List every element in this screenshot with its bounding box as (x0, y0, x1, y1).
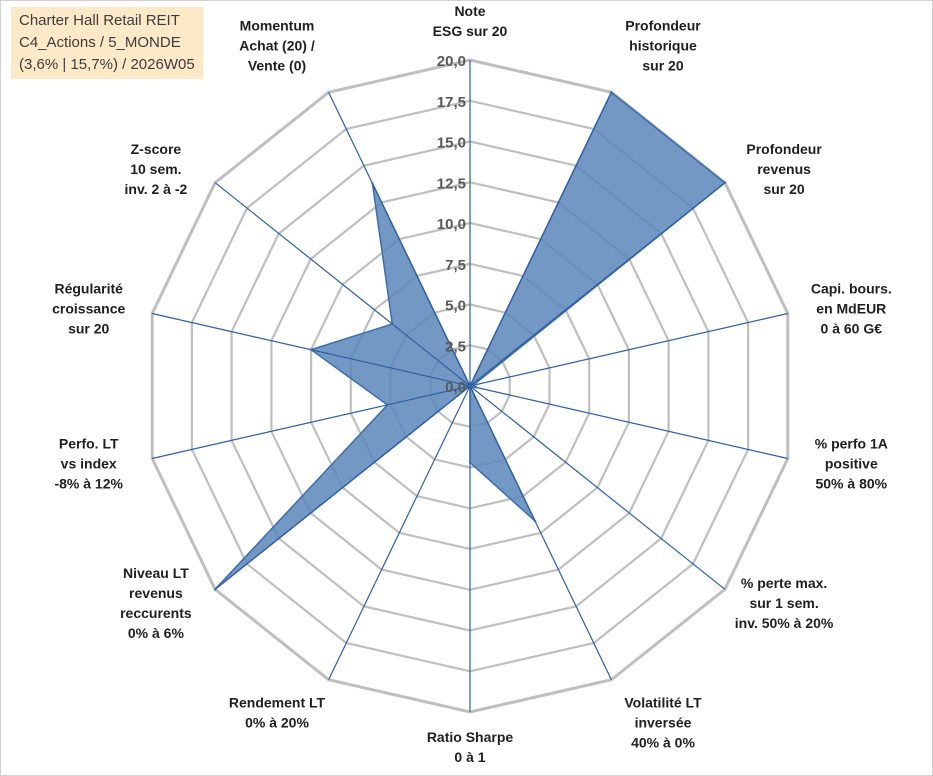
data-point-12 (391, 322, 394, 326)
axis-label-10-line-1: vs index (61, 455, 117, 471)
axis-label-6-line-2: 40% à 0% (631, 735, 695, 751)
axis-label-3-line-0: Capi. bours. (811, 281, 892, 297)
axis-label-12-line-0: Z-score (131, 141, 182, 157)
axis-label-4-line-2: 50% à 80% (815, 475, 887, 491)
axis-label-3-line-1: en MdEUR (816, 301, 886, 317)
axis-label-2-line-2: sur 20 (763, 181, 804, 197)
axis-label-8: Rendement LT 0% à 20% (229, 695, 326, 731)
tick-label-4: 10,0 (437, 216, 466, 233)
axis-label-12: Z-score 10 sem. inv. 2 à -2 (125, 141, 188, 197)
axis-spoke-9 (214, 385, 471, 590)
data-point-9 (213, 588, 217, 591)
tick-label-6: 15,0 (437, 135, 466, 152)
axis-label-2-line-0: Profondeur (746, 141, 822, 157)
axis-label-10-line-0: Perfo. LT (59, 435, 119, 451)
axis-spoke-12 (214, 182, 471, 387)
axis-spoke-8 (328, 385, 471, 680)
axis-label-7-line-0: Ratio Sharpe (427, 729, 514, 745)
tick-label-8: 20,0 (437, 53, 466, 70)
axis-spoke-2 (469, 182, 726, 387)
axis-label-0: Note ESG sur 20 (433, 3, 508, 39)
tick-label-1: 2,5 (445, 338, 466, 355)
axis-label-5: % perte max. sur 1 sem. inv. 50% à 20% (735, 575, 834, 631)
axis-label-10-line-2: -8% à 12% (54, 475, 123, 491)
axis-label-1: Profondeur historique sur 20 (625, 18, 701, 74)
data-point-3 (472, 384, 475, 387)
tick-label-5: 12,5 (437, 175, 466, 192)
axis-label-5-line-1: sur 1 sem. (749, 595, 818, 611)
data-point-2 (723, 181, 727, 184)
axis-label-0-line-1: ESG sur 20 (433, 23, 508, 39)
axis-label-10: Perfo. LT vs index -8% à 12% (54, 435, 123, 491)
axis-label-13-line-0: Momentum (240, 18, 315, 34)
tick-label-2: 5,0 (445, 298, 466, 315)
data-point-13 (371, 182, 374, 185)
axis-label-6: Volatilité LT inversée 40% à 0% (624, 695, 702, 751)
axis-label-4-line-1: positive (825, 455, 878, 471)
data-point-11 (309, 348, 313, 351)
axis-label-12-line-2: inv. 2 à -2 (125, 181, 188, 197)
axis-label-3-line-2: 0 à 60 G€ (821, 321, 883, 337)
axis-label-5-line-2: inv. 50% à 20% (735, 615, 834, 631)
data-point-10 (386, 403, 389, 407)
title-line-1: Charter Hall Retail REIT (19, 12, 180, 29)
axis-label-11: Régularité croissance sur 20 (52, 281, 125, 337)
axis-label-1-line-0: Profondeur (625, 18, 701, 34)
axis-label-6-line-1: inversée (635, 715, 692, 731)
axis-label-0-line-0: Note (454, 3, 485, 19)
axis-label-9-line-1: revenus (129, 585, 183, 601)
axis-spoke-1 (469, 92, 612, 387)
chart-title-box: Charter Hall Retail REIT C4_Actions / 5_… (11, 7, 203, 79)
axis-label-4-line-0: % perfo 1A (815, 435, 888, 451)
axis-spoke-10 (152, 385, 471, 460)
axis-spoke-3 (469, 312, 788, 387)
axis-label-8-line-1: 0% à 20% (245, 715, 309, 731)
title-line-2: C4_Actions / 5_MONDE (19, 34, 181, 51)
axis-label-1-line-1: historique (629, 38, 697, 54)
axis-label-6-line-0: Volatilité LT (624, 695, 702, 711)
data-point-7 (468, 461, 472, 464)
axis-label-12-line-1: 10 sem. (130, 161, 181, 177)
axis-label-4: % perfo 1A positive 50% à 80% (815, 435, 888, 491)
tick-label-7: 17,5 (437, 94, 466, 111)
axis-label-9-line-2: reccurents (120, 605, 192, 621)
data-point-8 (468, 384, 472, 388)
data-point-4 (475, 386, 478, 389)
title-line-3: (3,6% | 15,7%) / 2026W05 (19, 56, 195, 73)
axis-spoke-6 (469, 385, 612, 680)
data-point-1 (610, 91, 613, 94)
axis-label-8-line-0: Rendement LT (229, 695, 326, 711)
axis-label-2: Profondeur revenus sur 20 (746, 141, 822, 197)
axis-spoke-5 (469, 385, 726, 590)
tick-label-3: 7,5 (445, 257, 466, 274)
axis-spoke-4 (469, 385, 788, 460)
axis-label-13-line-1: Achat (20) / (239, 38, 315, 54)
tick-label-0: 0,0 (445, 379, 466, 396)
axis-label-9: Niveau LT revenus reccurents 0% à 6% (120, 565, 192, 641)
axis-label-13-line-2: Vente (0) (248, 58, 306, 74)
axis-label-5-line-0: % perte max. (741, 575, 827, 591)
data-point-6 (533, 519, 537, 523)
axis-label-7: Ratio Sharpe 0 à 1 (427, 729, 514, 765)
axis-label-13: Momentum Achat (20) / Vente (0) (239, 18, 315, 74)
axis-label-11-line-1: croissance (52, 301, 125, 317)
axis-label-7-line-1: 0 à 1 (454, 749, 485, 765)
axis-label-1-line-2: sur 20 (642, 58, 683, 74)
axis-label-11-line-0: Régularité (54, 281, 123, 297)
axis-spoke-13 (328, 92, 471, 387)
axis-label-3: Capi. bours. en MdEUR 0 à 60 G€ (811, 281, 892, 337)
axis-label-2-line-1: revenus (757, 161, 811, 177)
axis-label-9-line-0: Niveau LT (123, 565, 189, 581)
axis-label-9-line-3: 0% à 6% (128, 625, 185, 641)
axis-label-11-line-2: sur 20 (68, 321, 109, 337)
